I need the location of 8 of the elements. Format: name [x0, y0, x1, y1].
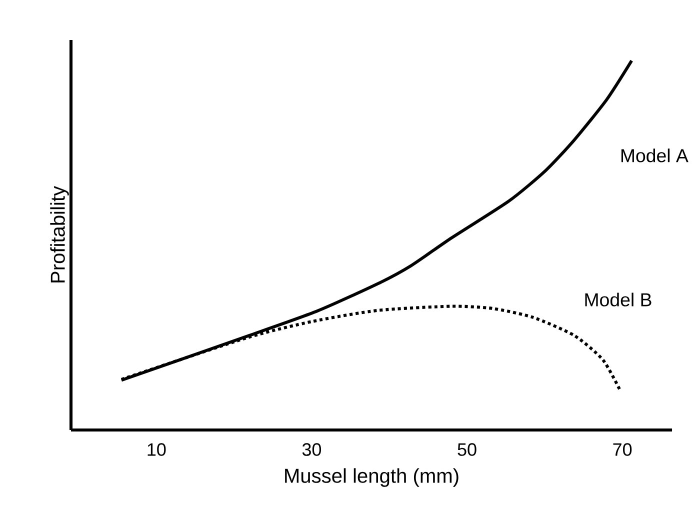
x-tick-label: 50	[458, 443, 476, 456]
series-label: Model B	[585, 292, 652, 306]
x-tick-label: 10	[148, 443, 166, 456]
x-tick-label: 30	[302, 443, 322, 456]
y-axis-title: Profitability	[50, 186, 69, 282]
x-tick-label: 70	[613, 443, 632, 456]
x-axis-title: Mussel length (mm)	[285, 468, 458, 487]
text: Model A	[621, 148, 688, 162]
